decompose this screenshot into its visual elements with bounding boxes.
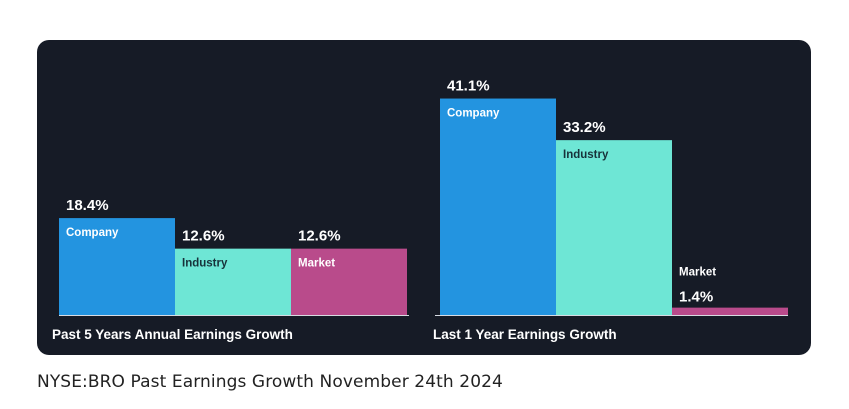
chart-title-1: Last 1 Year Earnings Growth [433, 327, 617, 342]
bar-1-market [672, 307, 788, 315]
chart-title-0: Past 5 Years Annual Earnings Growth [52, 327, 293, 342]
value-label-1-company: 41.1% [447, 78, 490, 95]
value-label-1-industry: 33.2% [563, 119, 606, 136]
bar-1-industry [556, 140, 672, 315]
category-label-1-company: Company [447, 108, 500, 120]
category-label-0-company: Company [66, 227, 119, 239]
value-label-1-market: 1.4% [679, 289, 713, 306]
value-label-0-market: 12.6% [298, 228, 341, 245]
category-label-1-market: Market [679, 267, 716, 279]
bar-0-industry [175, 248, 291, 315]
bar-0-company [59, 218, 175, 315]
earnings-growth-chart: 18.4% Company 12.6% Industry 12.6% Market Past… [52, 78, 788, 342]
category-label-1-industry: Industry [563, 149, 609, 161]
category-label-0-industry: Industry [182, 258, 228, 270]
value-label-0-industry: 12.6% [182, 228, 225, 245]
chart-card: 18.4% Company 12.6% Industry 12.6% Market Past… [37, 40, 811, 355]
bar-0-market [291, 248, 407, 315]
bar-1-company [440, 98, 556, 315]
category-label-0-market: Market [298, 258, 335, 270]
value-label-0-company: 18.4% [66, 197, 109, 214]
chart-caption: NYSE:BRO Past Earnings Growth November 2… [37, 372, 503, 392]
